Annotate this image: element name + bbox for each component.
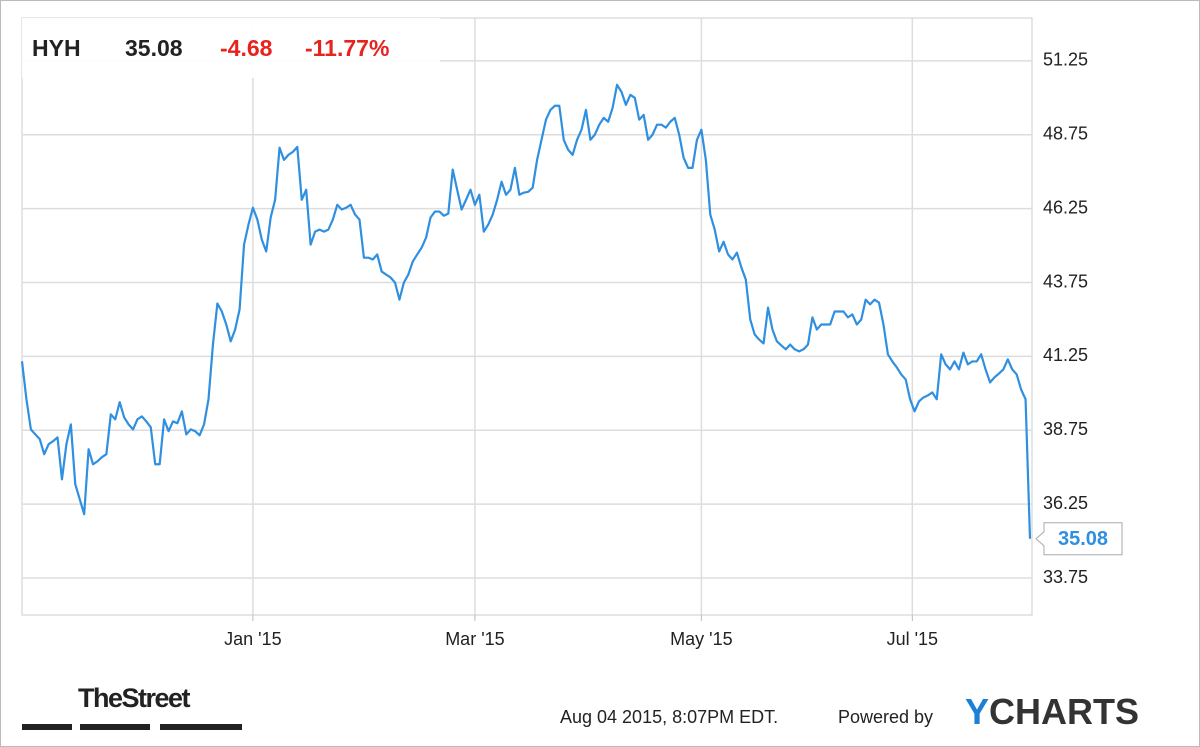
quote-box bbox=[22, 18, 440, 78]
logo-bar bbox=[22, 724, 72, 730]
change-percent: -11.77% bbox=[305, 35, 389, 61]
timestamp: Aug 04 2015, 8:07PM EDT. bbox=[560, 707, 778, 727]
y-tick-label: 38.75 bbox=[1043, 419, 1088, 439]
y-tick-label: 36.25 bbox=[1043, 493, 1088, 513]
last-value-box bbox=[1035, 522, 1123, 556]
y-tick-label: 46.25 bbox=[1043, 197, 1088, 217]
powered-by: Powered by bbox=[838, 707, 933, 727]
y-tick-label: 41.25 bbox=[1043, 345, 1088, 365]
plot-area bbox=[21, 17, 1033, 616]
x-tick-label: Mar '15 bbox=[445, 629, 504, 649]
price-line bbox=[20, 83, 1032, 539]
y-tick-label: 48.75 bbox=[1043, 123, 1088, 143]
x-tick-label: May '15 bbox=[670, 629, 732, 649]
price: 35.08 bbox=[125, 35, 183, 61]
y-tick-label: 51.25 bbox=[1043, 50, 1088, 70]
change: -4.68 bbox=[220, 35, 273, 61]
x-tick-label: Jan '15 bbox=[224, 629, 281, 649]
brand-logo: YCHARTS bbox=[965, 691, 1139, 732]
last-value-label: 35.08 bbox=[1058, 528, 1108, 550]
publisher-logo: TheStreet bbox=[78, 683, 191, 713]
y-tick-label: 43.75 bbox=[1043, 271, 1088, 291]
y-tick-label: 33.75 bbox=[1043, 567, 1088, 587]
logo-bar bbox=[80, 724, 150, 730]
ticker: HYH bbox=[32, 35, 81, 61]
x-tick-label: Jul '15 bbox=[887, 629, 938, 649]
logo-bar bbox=[160, 724, 242, 730]
